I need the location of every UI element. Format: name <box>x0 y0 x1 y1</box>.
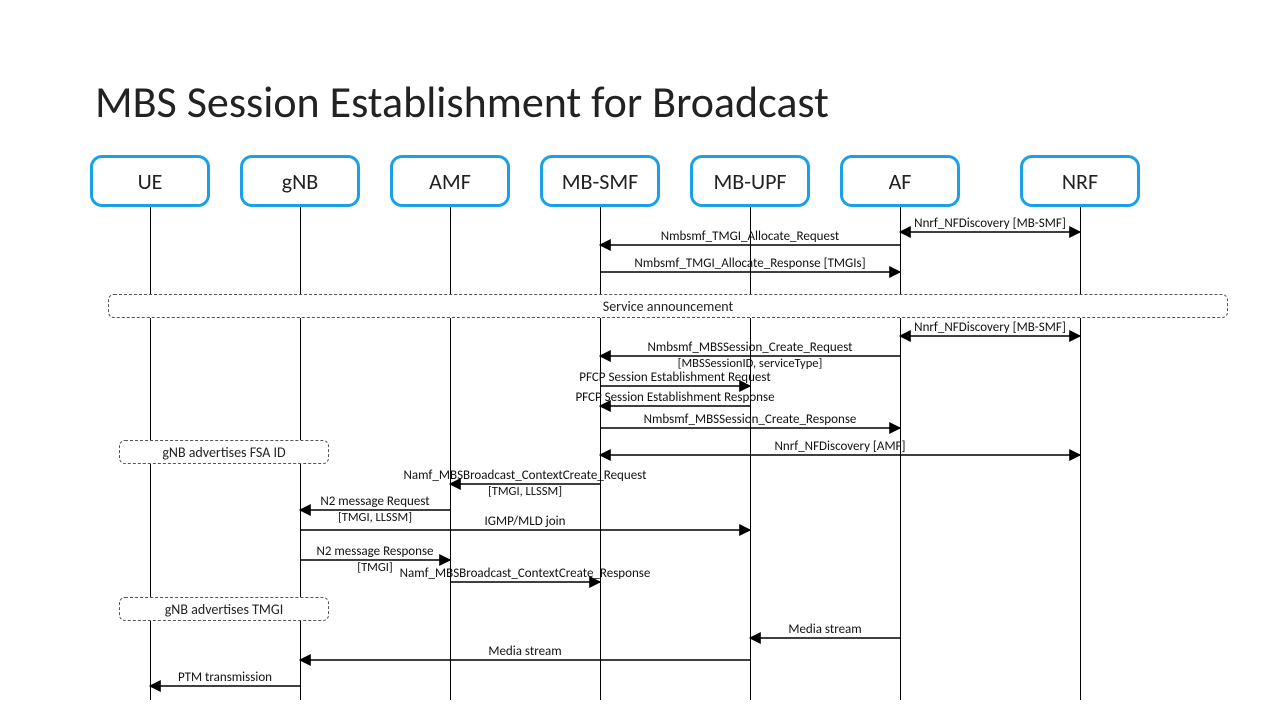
message-label-10: N2 message Request <box>320 495 429 509</box>
lifeline-mbsmf <box>600 207 601 700</box>
message-label-4: Nmbsmf_MBSSession_Create_Request <box>647 341 852 355</box>
message-label-3: Nnrf_NFDiscovery [MB-SMF] <box>914 321 1066 335</box>
note-gnb-tmgi: gNB advertises TMGI <box>119 597 329 621</box>
message-sublabel-4: [MBSSessionID, serviceType] <box>678 357 823 371</box>
message-label-5: PFCP Session Establishment Request <box>579 371 770 385</box>
message-label-0: Nnrf_NFDiscovery [MB-SMF] <box>914 217 1066 231</box>
actor-mbupf: MB-UPF <box>690 155 810 207</box>
message-label-14: Media stream <box>788 623 861 637</box>
lifeline-nrf <box>1080 207 1081 700</box>
message-label-7: Nmbsmf_MBSSession_Create_Response <box>644 413 857 427</box>
note-gnb-fsa: gNB advertises FSA ID <box>119 440 329 464</box>
message-label-2: Nmbsmf_TMGI_Allocate_Response [TMGIs] <box>634 257 865 271</box>
message-label-1: Nmbsmf_TMGI_Allocate_Request <box>661 230 840 244</box>
diagram-stage: MBS Session Establishment for Broadcast … <box>0 0 1280 720</box>
lifeline-mbupf <box>750 207 751 700</box>
message-label-9: Namf_MBSBroadcast_ContextCreate_Request <box>404 469 647 483</box>
message-label-12: N2 message Response <box>316 545 433 559</box>
message-label-16: PTM transmission <box>178 671 272 685</box>
message-sublabel-9: [TMGI, LLSSM] <box>488 485 562 499</box>
message-label-6: PFCP Session Establishment Response <box>575 391 774 405</box>
message-label-13: Namf_MBSBroadcast_ContextCreate_Response <box>400 567 651 581</box>
message-sublabel-12: [TMGI] <box>357 561 392 575</box>
actor-af: AF <box>840 155 960 207</box>
lifeline-amf <box>450 207 451 700</box>
note-svc-ann: Service announcement <box>108 294 1228 318</box>
actor-gnb: gNB <box>240 155 360 207</box>
actor-amf: AMF <box>390 155 510 207</box>
actor-mbsmf: MB-SMF <box>540 155 660 207</box>
actor-ue: UE <box>90 155 210 207</box>
message-label-11: IGMP/MLD join <box>485 515 566 529</box>
page-title: MBS Session Establishment for Broadcast <box>95 75 829 129</box>
message-label-8: Nnrf_NFDiscovery [AMF] <box>774 440 905 454</box>
message-sublabel-10: [TMGI, LLSSM] <box>338 511 412 525</box>
actor-nrf: NRF <box>1020 155 1140 207</box>
message-label-15: Media stream <box>488 645 561 659</box>
